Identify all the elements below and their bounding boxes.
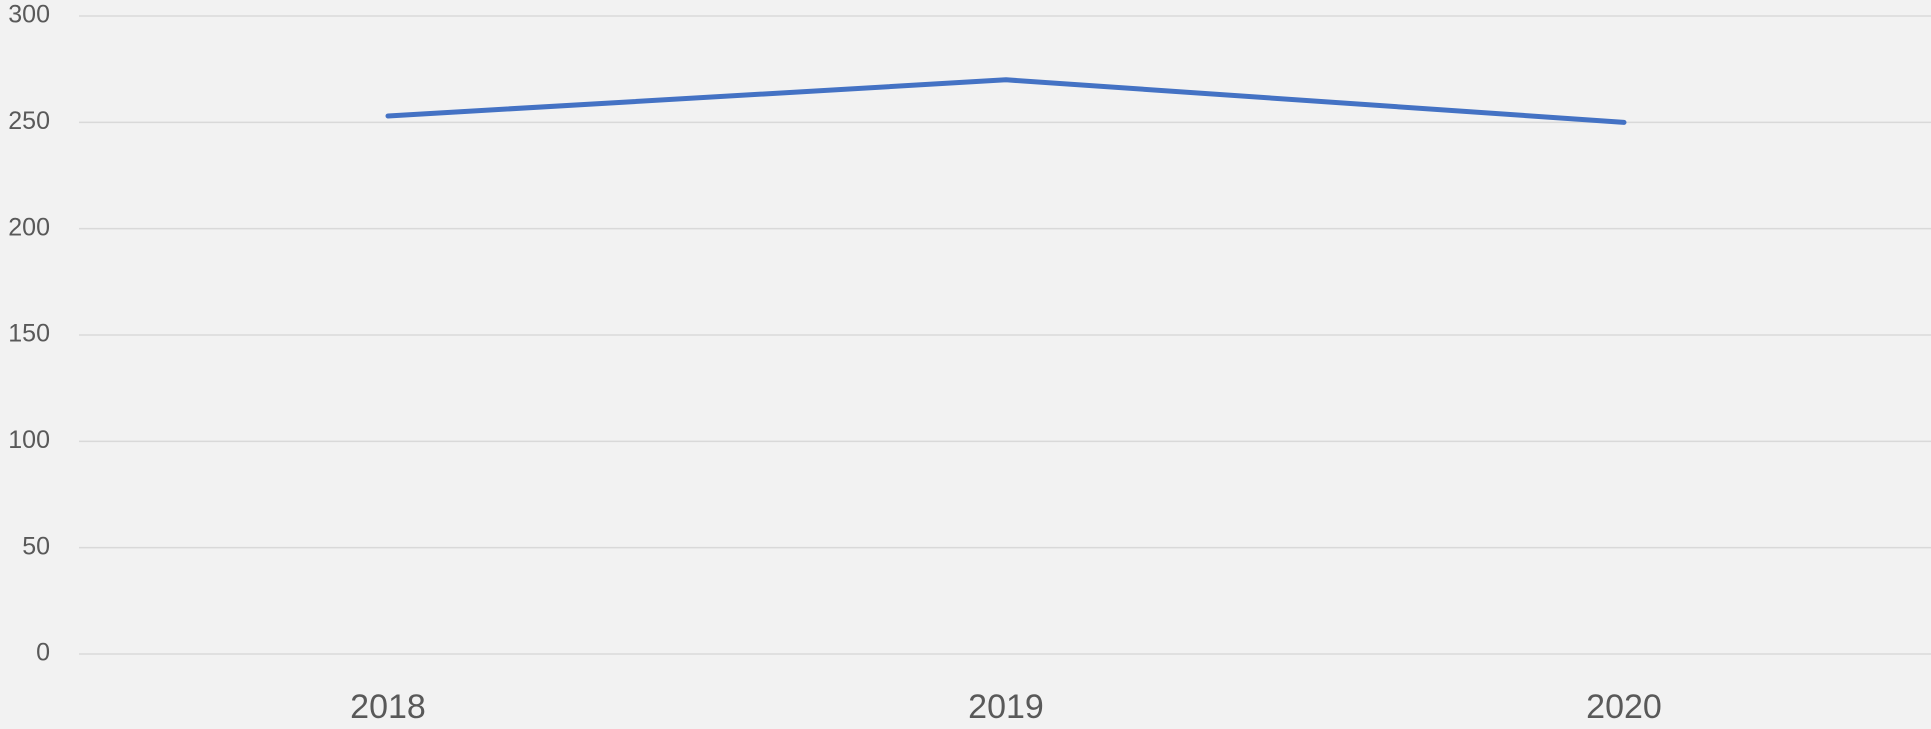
y-tick-label: 200 [8,213,50,241]
x-tick-label: 2018 [350,688,426,726]
y-tick-label: 250 [8,107,50,135]
y-tick-label: 50 [22,532,50,560]
y-tick-label: 100 [8,426,50,454]
y-tick-label: 300 [8,1,50,29]
x-tick-label: 2019 [968,688,1044,726]
y-tick-label: 0 [36,639,50,667]
line-series [385,77,1627,125]
x-tick-label: 2020 [1586,688,1662,726]
y-tick-label: 150 [8,320,50,348]
